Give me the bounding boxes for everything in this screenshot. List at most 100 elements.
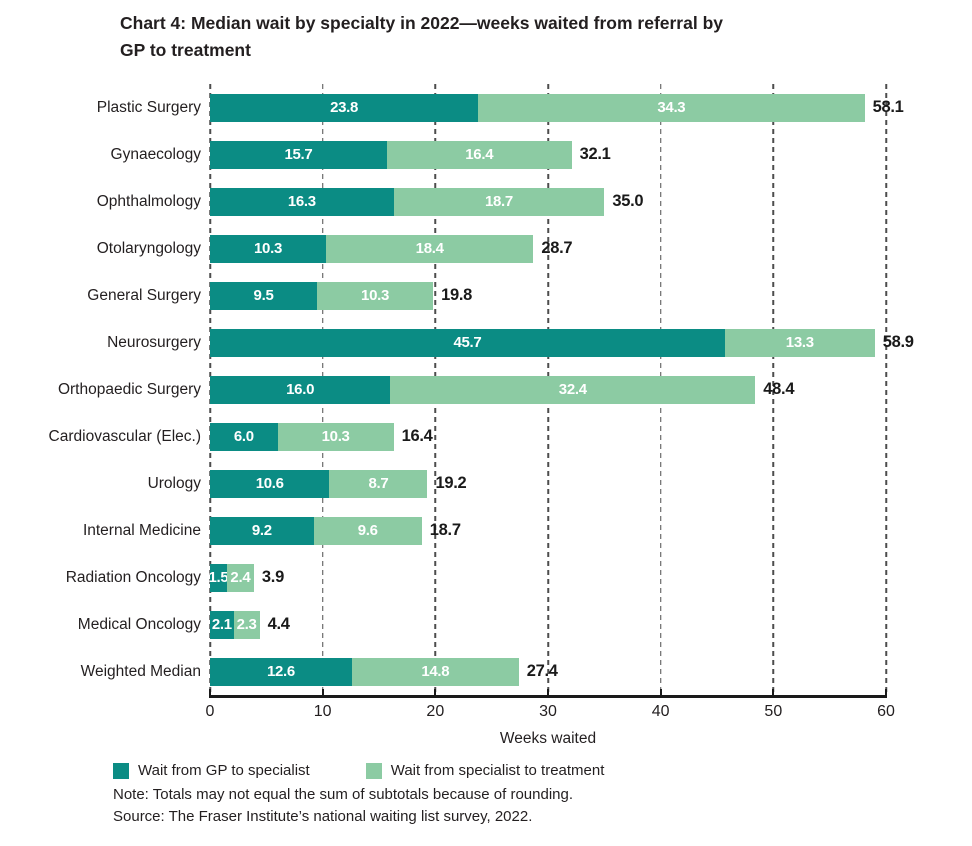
bar-segment-specialist-to-treatment: 18.7: [393, 187, 605, 216]
axis-tick-mark: [659, 689, 662, 699]
chart-row: Urology 10.6 8.7 19.2: [0, 460, 886, 507]
chart-title-line1: Chart 4: Median wait by specialty in 202…: [120, 13, 723, 33]
bar-segment-specialist-to-treatment: 18.4: [326, 234, 534, 263]
chart-row: Plastic Surgery 23.8 34.3 58.1: [0, 84, 904, 131]
axis-tick-label: 0: [205, 703, 215, 721]
bar-total-label: 18.7: [429, 521, 461, 540]
chart-row: Ophthalmology 16.3 18.7 35.0: [0, 178, 886, 225]
bar-segment-specialist-to-treatment: 2.3: [233, 610, 260, 639]
plot-area: Plastic Surgery 23.8 34.3 58.1 Gynaecology 15…: [0, 84, 914, 696]
bar-track: 16.0 32.4 48.4: [210, 375, 886, 404]
bar-segment-specialist-to-treatment: 10.3: [317, 281, 434, 310]
category-label: Weighted Median: [80, 662, 201, 680]
legend-item: Wait from GP to specialist: [113, 762, 310, 779]
axis-tick-label: 60: [877, 703, 895, 721]
bar-total-label: 28.7: [541, 239, 573, 258]
bar-total-label: 35.0: [612, 192, 644, 211]
source-text: Source: The Fraser Institute’s national …: [113, 808, 533, 826]
x-axis-line: [209, 689, 887, 699]
bar-value-label: 13.3: [785, 334, 814, 352]
axis-tick-mark: [434, 689, 437, 699]
bar-segment-specialist-to-treatment: 14.8: [351, 657, 519, 686]
bar-track: 10.6 8.7 19.2: [210, 469, 886, 498]
chart-row: Cardiovascular (Elec.) 6.0 10.3 16.4: [0, 413, 886, 460]
bar-segment-gp-to-specialist: 15.7: [210, 140, 387, 169]
bar-value-label: 10.3: [254, 240, 283, 258]
bar-total-label: 19.8: [441, 286, 472, 305]
chart-row: Internal Medicine 9.2 9.6 18.7: [0, 507, 886, 554]
category-label: Cardiovascular (Elec.): [48, 427, 201, 445]
axis-tick-label: 10: [313, 703, 332, 721]
bar-track: 15.7 16.4 32.1: [210, 140, 886, 169]
bar-rows: Plastic Surgery 23.8 34.3 58.1 Gynaecology 15…: [0, 84, 914, 695]
bar-total-label: 16.4: [401, 427, 433, 446]
bar-track: 23.8 34.3 58.1: [210, 93, 904, 122]
bar-track: 6.0 10.3 16.4: [210, 422, 886, 451]
bar-value-label: 10.6: [255, 475, 284, 493]
bar-value-label: 18.4: [415, 240, 444, 258]
bar-value-label: 2.4: [230, 569, 251, 587]
bar-segment-gp-to-specialist: 9.5: [210, 281, 318, 310]
axis-tick-label: 30: [539, 703, 557, 721]
bar-value-label: 8.7: [368, 475, 389, 493]
bar-value-label: 9.5: [253, 287, 274, 305]
bar-track: 9.5 10.3 19.8: [210, 281, 886, 310]
bar-segment-specialist-to-treatment: 32.4: [390, 375, 756, 404]
bar-value-label: 10.3: [321, 428, 350, 446]
bar-segment-specialist-to-treatment: 16.4: [386, 140, 572, 169]
bar-segment-gp-to-specialist: 23.8: [210, 93, 479, 122]
bar-track: 12.6 14.8 27.4: [210, 657, 886, 686]
bar-total-label: 3.9: [261, 568, 284, 587]
bar-track: 9.2 9.6 18.7: [210, 516, 886, 545]
bar-value-label: 23.8: [330, 99, 359, 117]
chart-row: General Surgery 9.5 10.3 19.8: [0, 272, 886, 319]
bar-segment-specialist-to-treatment: 10.3: [277, 422, 394, 451]
chart-row: Otolaryngology 10.3 18.4 28.7: [0, 225, 886, 272]
bar-segment-specialist-to-treatment: 8.7: [329, 469, 428, 498]
x-axis-label: Weeks waited: [499, 730, 597, 748]
bar-value-label: 32.4: [558, 381, 587, 399]
category-label: Medical Oncology: [77, 615, 201, 633]
bar-value-label: 14.8: [421, 663, 450, 681]
bar-segment-gp-to-specialist: 1.5: [208, 563, 229, 592]
bar-value-label: 12.6: [266, 663, 295, 681]
category-label: Radiation Oncology: [65, 568, 201, 586]
bar-value-label: 2.3: [236, 616, 257, 634]
axis-tick-mark: [321, 689, 324, 699]
category-label: Orthopaedic Surgery: [57, 380, 201, 398]
bar-segment-specialist-to-treatment: 2.4: [226, 563, 254, 592]
bar-track: 45.7 13.3 58.9: [210, 328, 914, 357]
bar-track: 16.3 18.7 35.0: [210, 187, 886, 216]
bar-total-label: 58.1: [872, 98, 904, 117]
category-label: Ophthalmology: [96, 192, 201, 210]
category-label: Gynaecology: [110, 145, 201, 163]
axis-tick-label: 40: [651, 703, 670, 721]
bar-value-label: 10.3: [361, 287, 390, 305]
chart-row: Gynaecology 15.7 16.4 32.1: [0, 131, 886, 178]
axis-tick-mark: [772, 689, 775, 699]
chart-row: Neurosurgery 45.7 13.3 58.9: [0, 319, 914, 366]
axis-tick-mark: [547, 689, 549, 699]
bar-value-label: 16.3: [287, 193, 316, 211]
category-label: Internal Medicine: [82, 521, 201, 539]
bar-total-label: 48.4: [763, 380, 795, 399]
bar-segment-gp-to-specialist: 6.0: [210, 422, 278, 451]
bar-value-label: 6.0: [233, 428, 254, 446]
legend-label: Wait from specialist to treatment: [390, 762, 605, 780]
category-label: Otolaryngology: [96, 239, 201, 257]
bar-total-label: 19.2: [435, 474, 467, 493]
bar-segment-gp-to-specialist: 12.6: [210, 657, 352, 686]
bar-segment-gp-to-specialist: 45.7: [210, 328, 725, 357]
x-axis-tick-labels: 0 10 20 30 40 50 60: [206, 698, 895, 722]
bar-value-label: 9.6: [357, 522, 378, 540]
legend: Wait from GP to specialist Wait from spec…: [113, 762, 972, 779]
bar-segment-gp-to-specialist: 10.3: [210, 234, 327, 263]
bar-track: 2.1 2.3 4.4: [210, 610, 886, 639]
legend-item: Wait from specialist to treatment: [365, 762, 605, 780]
chart-footer: Wait from GP to specialist Wait from spec…: [113, 762, 972, 825]
bar-segment-gp-to-specialist: 16.0: [210, 375, 391, 404]
bar-value-label: 18.7: [484, 193, 513, 211]
bar-total-label: 4.4: [267, 615, 290, 634]
legend-swatch-icon: [365, 762, 382, 779]
chart-row: Weighted Median 12.6 14.8 27.4: [0, 648, 886, 695]
